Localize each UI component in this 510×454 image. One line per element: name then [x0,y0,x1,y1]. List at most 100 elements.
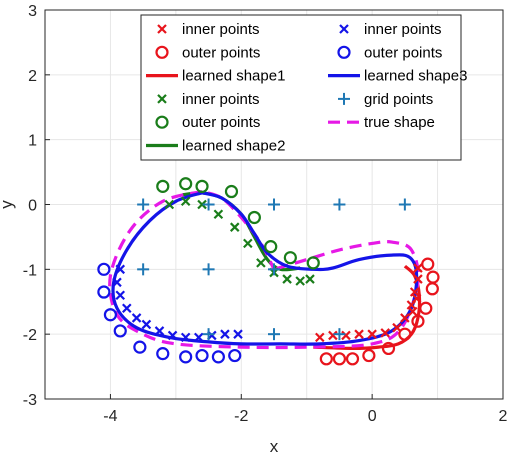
legend-swatch [339,24,349,34]
data-point [419,301,433,315]
data-point [180,196,191,207]
legend-item: inner points [157,91,260,108]
data-point [195,348,209,363]
data-point [243,238,253,249]
data-point [167,330,178,341]
x-tick-label: 0 [368,408,377,425]
data-point [220,329,230,339]
legend-swatch [157,94,167,104]
data-point [202,328,215,341]
legend-label: learned shape2 [182,138,285,155]
y-tick-label: -3 [23,392,37,409]
data-point [354,329,364,339]
data-point [380,328,391,338]
data-point [115,264,126,275]
legend-box [140,14,462,161]
legend-item: learned shape2 [146,138,285,155]
legend: inner points inner points outer points oute… [140,14,467,161]
legend-label: inner points [364,21,442,38]
data-point [295,276,305,286]
legend-swatch [157,24,167,34]
legend-item: outer points [155,114,260,131]
data-point [202,198,215,211]
data-point [421,257,435,271]
legend-label: inner points [182,21,260,38]
y-tick-label: 0 [28,198,37,215]
data-point [264,240,278,254]
y-tick-label: -1 [23,262,37,279]
y-axis-label: y [0,200,16,209]
legend-item: outer points [155,44,260,61]
data-point [333,198,346,211]
data-point [122,303,132,314]
data-point [345,352,360,366]
data-point [103,308,118,322]
data-point [413,263,423,273]
data-point [247,210,261,225]
data-point [306,256,320,270]
axes-box [44,9,504,400]
y-tick-label: 1 [28,133,37,150]
data-point [133,340,147,354]
data-point [268,198,280,211]
legend-label: inner points [182,91,260,108]
data-point [179,350,193,364]
data-point [398,327,412,341]
data-point [224,184,239,199]
data-point [233,329,243,339]
data-point [283,251,297,265]
data-point [362,348,376,363]
data-point [164,199,175,210]
data-point [367,329,377,339]
legend-label: true shape [364,114,435,131]
data-point [179,177,193,191]
legend-label: outer points [364,44,442,61]
data-point [229,222,240,232]
series-line [111,191,419,346]
ticks: -4 -2 0 2 -3 -2 -1 0 1 2 3 [23,3,508,425]
data-point [197,199,207,210]
data-point [381,341,396,356]
data-point [137,198,150,211]
legend-item: learned shape3 [328,68,467,85]
legend-item: inner points [157,21,260,38]
data-point [268,263,280,276]
x-axis-label: x [270,437,279,454]
y-tick-label: 2 [28,68,37,85]
x-tick-label: 2 [499,408,508,425]
data-point [213,209,224,220]
legend-item: outer points [337,44,442,61]
legend-label: outer points [182,44,260,61]
legend-swatch [155,45,169,59]
legend-item: grid points [338,91,433,108]
legend-swatch [337,45,351,59]
x-tick-label: -4 [103,408,117,425]
data-point [180,332,191,343]
data-point [202,263,215,276]
data-point [400,313,410,323]
legend-swatch [155,115,169,129]
data-point [426,270,440,284]
legend-label: outer points [182,114,260,131]
data-point [115,290,126,301]
data-point [131,313,142,323]
legend-swatch [338,92,350,105]
legend-item: true shape [328,114,435,131]
data-point [333,328,346,341]
legend-label: learned shape3 [364,68,467,85]
data-point [113,324,127,338]
data-point [305,274,315,284]
plot-area [97,177,440,366]
data-point [328,330,338,341]
data-point [409,287,420,297]
data-point [97,262,111,276]
data-point [341,330,351,341]
data-point [154,326,165,336]
data-point [398,198,411,211]
data-point [137,263,150,276]
data-point [282,274,292,284]
data-point [332,352,347,366]
data-point [156,347,170,361]
legend-label: grid points [364,91,433,108]
x-tick-label: -2 [234,408,248,425]
